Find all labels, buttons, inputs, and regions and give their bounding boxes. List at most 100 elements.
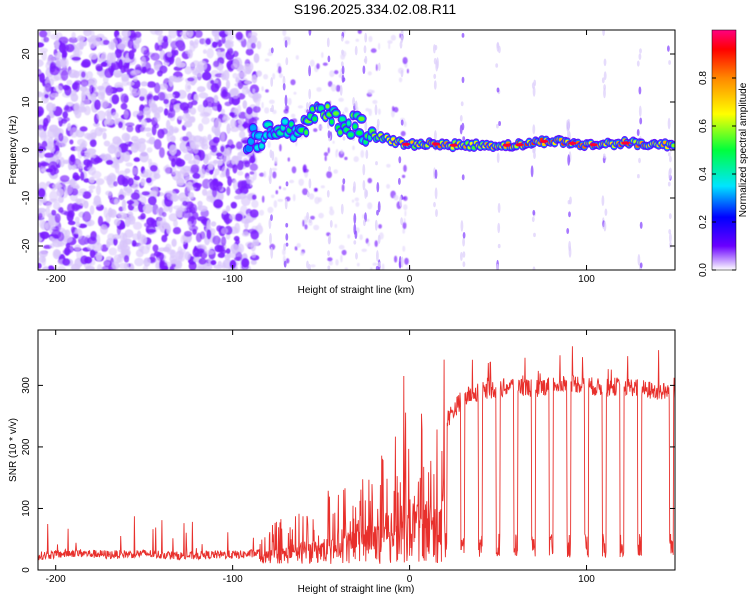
- noise-blob: [228, 96, 234, 105]
- streak-blob: [363, 219, 366, 227]
- streak-blob: [341, 49, 344, 55]
- noise-blob: [388, 42, 391, 50]
- spectrogram-y-label: Frequency (Hz): [8, 116, 19, 185]
- noise-blob: [74, 216, 80, 223]
- streak-blob: [364, 120, 368, 132]
- noise-blob: [48, 198, 59, 203]
- noise-blob: [255, 99, 261, 107]
- noise-blob: [39, 72, 45, 83]
- noise-blob: [141, 235, 147, 245]
- streak-blob: [285, 242, 289, 247]
- noise-blob: [251, 116, 260, 121]
- streak-blob: [603, 88, 606, 99]
- noise-blob: [253, 53, 260, 64]
- noise-blob: [155, 257, 161, 269]
- noise-blob: [105, 159, 114, 165]
- streak-blob: [308, 30, 312, 36]
- streak-blob: [341, 74, 345, 83]
- noise-blob: [149, 30, 160, 35]
- streak-blob: [668, 60, 671, 65]
- noise-blob: [232, 57, 243, 69]
- noise-blob: [39, 231, 50, 240]
- streak-blob: [434, 187, 438, 200]
- streak-blob: [342, 178, 346, 185]
- noise-blob: [132, 221, 143, 230]
- noise-blob: [368, 35, 373, 43]
- noise-blob: [351, 199, 355, 203]
- spectrogram-x-ticks: -200 -100 0 100: [46, 30, 595, 285]
- noise-blob: [122, 151, 131, 162]
- noise-blob: [261, 195, 265, 203]
- noise-blob: [59, 175, 70, 183]
- noise-blob: [115, 87, 124, 93]
- noise-blob: [327, 257, 333, 262]
- x-tick-label: -200: [46, 274, 66, 285]
- noise-blob: [97, 85, 104, 91]
- streak-blob: [270, 77, 274, 87]
- streak-blob: [669, 241, 672, 249]
- noise-blob: [72, 49, 83, 57]
- noise-blob: [386, 184, 391, 189]
- colorbar-tick-label: 0.0: [698, 263, 709, 277]
- y-tick-label: 10: [21, 96, 32, 108]
- noise-blob: [186, 30, 194, 38]
- noise-blob: [406, 68, 409, 74]
- streak-blob: [533, 151, 536, 159]
- noise-blob: [302, 188, 308, 196]
- noise-blob: [227, 47, 234, 55]
- noise-blob: [365, 218, 370, 222]
- noise-blob: [386, 163, 391, 168]
- noise-blob: [234, 213, 243, 222]
- noise-blob: [163, 98, 169, 105]
- noise-blob: [340, 149, 343, 154]
- streak-blob: [374, 219, 378, 231]
- noise-blob: [92, 90, 99, 97]
- carrier-core: [312, 116, 317, 122]
- noise-blob: [329, 209, 335, 216]
- noise-blob: [151, 125, 157, 136]
- x-tick-label: 100: [578, 574, 595, 585]
- noise-blob: [120, 93, 129, 104]
- noise-blob: [121, 132, 131, 142]
- noise-blob: [79, 101, 85, 112]
- noise-blob: [359, 234, 363, 241]
- noise-blob: [117, 174, 126, 186]
- noise-blob: [229, 214, 236, 220]
- noise-blob: [163, 108, 169, 116]
- noise-blob: [215, 152, 223, 157]
- noise-blob: [140, 245, 150, 255]
- noise-blob: [213, 94, 219, 103]
- noise-blob: [393, 106, 399, 113]
- streak-blob: [398, 156, 402, 164]
- noise-blob: [121, 30, 131, 38]
- noise-blob: [43, 36, 50, 43]
- noise-blob: [130, 79, 141, 89]
- noise-blob: [335, 149, 338, 158]
- noise-blob: [81, 71, 86, 78]
- noise-blob: [221, 236, 227, 247]
- noise-blob: [98, 72, 105, 78]
- noise-blob: [371, 90, 375, 94]
- noise-blob: [402, 57, 408, 65]
- noise-blob: [100, 244, 109, 252]
- noise-blob: [146, 177, 152, 184]
- noise-blob: [335, 84, 341, 92]
- noise-blob: [141, 191, 151, 196]
- noise-blob: [213, 159, 219, 164]
- streak-blob: [284, 198, 288, 210]
- streak-blob: [532, 209, 536, 216]
- noise-blob: [113, 237, 118, 246]
- noise-blob: [225, 79, 231, 89]
- noise-blob: [45, 168, 54, 173]
- noise-blob: [79, 126, 88, 132]
- noise-blob: [206, 48, 214, 59]
- noise-blob: [70, 226, 76, 234]
- streak-blob: [308, 218, 312, 223]
- noise-blob: [198, 258, 207, 265]
- noise-blob: [391, 109, 395, 118]
- noise-blob: [200, 142, 205, 149]
- noise-blob: [264, 107, 270, 114]
- noise-blob: [302, 219, 305, 227]
- noise-blob: [169, 144, 177, 156]
